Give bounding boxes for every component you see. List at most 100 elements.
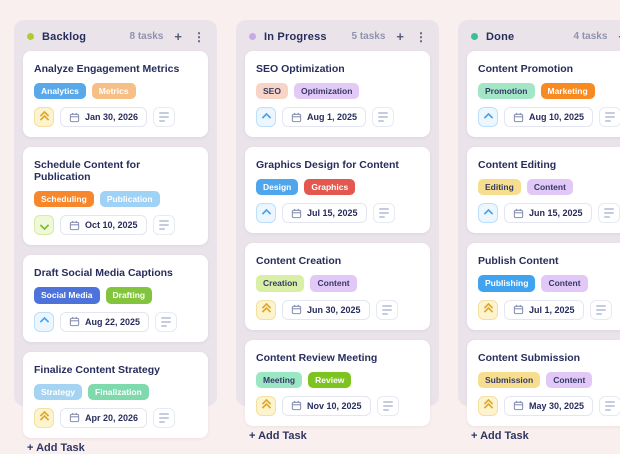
card-meta-row: Jun 30, 2025 — [256, 299, 419, 320]
add-task-button[interactable]: + Add Task — [467, 426, 531, 442]
card-meta-row: May 30, 2025 — [478, 395, 620, 416]
priority-icon — [34, 107, 54, 128]
description-icon — [155, 311, 178, 332]
tag: Content — [546, 371, 593, 388]
card-meta-row: Aug 10, 2025 — [478, 107, 620, 128]
column-menu-icon[interactable]: ⋮ — [415, 29, 427, 44]
tag: Drafting — [105, 287, 153, 304]
tag: Finalization — [88, 383, 149, 400]
due-date-chip: Jul 1, 2025 — [504, 299, 584, 320]
tag-list: Strategy Finalization — [34, 383, 197, 400]
task-card[interactable]: Content Editing Editing Content Jun 15, 2… — [467, 147, 620, 234]
add-card-icon[interactable]: + — [174, 29, 182, 44]
task-title: Content Promotion — [478, 63, 574, 75]
task-card[interactable]: Publish Content Publishing Content Jul 1,… — [467, 243, 620, 330]
tag: Content — [526, 179, 573, 196]
task-title: Analyze Engagement Metrics — [34, 63, 180, 75]
due-date-text: Jul 15, 2025 — [307, 208, 358, 219]
card-list: SEO Optimization SEO Optimization Aug 1, … — [245, 51, 430, 426]
card-meta-row: Jun 15, 2025 — [478, 203, 620, 224]
task-card[interactable]: Graphics Design for Content Design Graphi… — [245, 147, 430, 234]
task-title: Graphics Design for Content — [256, 159, 399, 172]
task-card[interactable]: Content Creation Creation Content Jun 30,… — [245, 243, 430, 330]
due-date-chip: Jan 30, 2026 — [60, 107, 148, 128]
priority-icon — [256, 299, 276, 320]
tag: Analytics — [34, 83, 86, 100]
kanban-board: Backlog 8 tasks + ⋮ Analyze Engagement M… — [14, 20, 620, 454]
due-date-text: Jun 30, 2025 — [307, 304, 361, 315]
task-card[interactable]: Draft Social Media Captions Social Media… — [23, 255, 208, 342]
due-date-chip: Aug 1, 2025 — [282, 107, 367, 128]
tag: Review — [308, 371, 352, 388]
tag: Publishing — [478, 275, 536, 292]
add-task-button[interactable]: + Add Task — [23, 438, 87, 454]
tag-list: Analytics Metrics — [34, 83, 197, 100]
column-title: Backlog — [42, 30, 87, 43]
calendar-icon — [291, 208, 302, 219]
calendar-icon — [69, 112, 80, 122]
task-title: Schedule Content for Publication — [34, 159, 141, 184]
due-date-chip: Jul 15, 2025 — [282, 203, 367, 224]
add-card-icon[interactable]: + — [618, 30, 620, 43]
tag: Optimization — [293, 83, 360, 100]
task-card[interactable]: Content Submission Submission Content May… — [467, 339, 620, 426]
due-date-chip: Aug 22, 2025 — [60, 311, 150, 332]
task-title: Finalize Content Strategy — [34, 363, 161, 376]
calendar-icon — [291, 401, 302, 411]
priority-icon — [256, 395, 276, 416]
priority-icon — [34, 407, 54, 428]
task-card[interactable]: Content Promotion Promotion Marketing Aug… — [467, 51, 620, 138]
task-card[interactable]: Analyze Engagement Metrics Analytics Metr… — [23, 51, 208, 138]
tag-list: Creation Content — [256, 275, 419, 292]
priority-icon — [34, 311, 54, 332]
task-card[interactable]: Schedule Content for Publication Schedul… — [23, 147, 208, 246]
task-title: Content Creation — [256, 255, 342, 268]
card-meta-row: Aug 22, 2025 — [34, 311, 197, 332]
due-date-chip: Apr 20, 2026 — [60, 407, 148, 428]
description-icon — [153, 407, 176, 428]
task-title: SEO Optimization — [256, 63, 345, 75]
tag: Content — [310, 275, 357, 292]
description-icon — [372, 203, 395, 224]
tag: Strategy — [34, 383, 83, 400]
due-date-text: Jul 1, 2025 — [529, 304, 575, 315]
kanban-column: Done 4 tasks + ⋮ Content Promotion Promo… — [458, 20, 620, 442]
tag-list: Scheduling Publication — [34, 191, 197, 208]
tag: Content — [541, 275, 588, 292]
description-icon — [597, 203, 620, 224]
add-card-icon[interactable]: + — [396, 29, 404, 44]
card-list: Content Promotion Promotion Marketing Aug… — [467, 51, 620, 426]
calendar-icon — [69, 316, 80, 327]
due-date-chip: May 30, 2025 — [504, 395, 594, 416]
task-card[interactable]: Content Review Meeting Meeting Review Nov… — [245, 339, 430, 426]
tag-list: Publishing Content — [478, 275, 620, 292]
description-icon — [153, 107, 176, 128]
card-meta-row: Oct 10, 2025 — [34, 215, 197, 236]
tag: Promotion — [478, 83, 535, 100]
task-card[interactable]: SEO Optimization SEO Optimization Aug 1, … — [245, 51, 430, 138]
task-title: Content Editing — [478, 159, 557, 172]
card-list: Analyze Engagement Metrics Analytics Metr… — [23, 51, 208, 438]
tag: Editing — [478, 179, 521, 196]
task-title: Draft Social Media Captions — [34, 267, 173, 280]
column-menu-icon[interactable]: ⋮ — [193, 29, 205, 44]
card-meta-row: Nov 10, 2025 — [256, 395, 419, 416]
priority-icon — [478, 203, 498, 224]
column-status-dot — [471, 33, 478, 40]
column-task-count: 5 tasks — [351, 31, 386, 42]
due-date-chip: Aug 10, 2025 — [504, 107, 594, 128]
calendar-icon — [69, 220, 80, 231]
tag-list: Promotion Marketing — [478, 83, 620, 100]
tag: Social Media — [34, 287, 100, 304]
due-date-chip: Nov 10, 2025 — [282, 395, 371, 416]
calendar-icon — [513, 401, 524, 411]
calendar-icon — [291, 112, 302, 122]
due-date-chip: Jun 15, 2025 — [504, 203, 592, 224]
priority-icon — [478, 395, 498, 416]
add-task-button[interactable]: + Add Task — [245, 426, 309, 442]
tag: Metrics — [91, 83, 136, 100]
due-date-text: Aug 10, 2025 — [529, 112, 585, 123]
task-card[interactable]: Finalize Content Strategy Strategy Finali… — [23, 351, 208, 438]
description-icon — [372, 107, 395, 128]
tag: Submission — [478, 371, 541, 388]
